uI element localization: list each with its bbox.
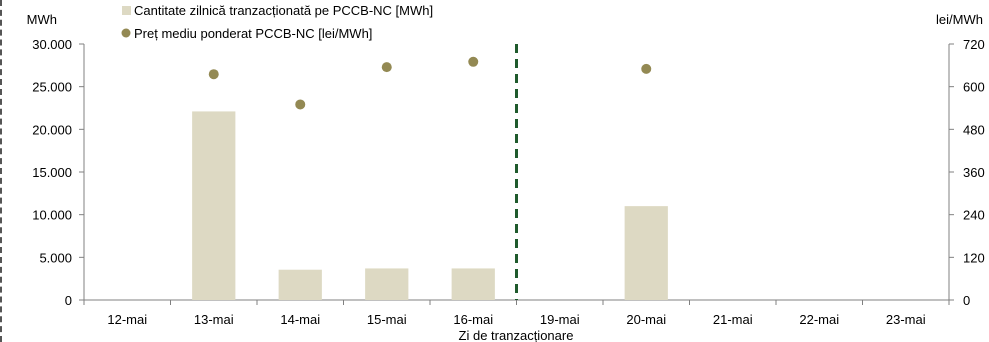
scatter-series [208, 56, 652, 110]
x-tick-label: 20-mai [626, 312, 666, 327]
left-tick-label: 5.000 [39, 250, 72, 265]
x-axis: 12-mai 13-mai 14-mai 15-mai 16-mai 19-mai 20-m… [83, 299, 950, 327]
right-tick-label: 120 [963, 250, 985, 265]
left-tick-label: 25.000 [32, 80, 72, 95]
price-point [468, 56, 479, 67]
legend-label-quantity: Cantitate zilnică tranzacționată pe PCCB… [134, 3, 433, 18]
bar [192, 111, 236, 300]
bar [451, 268, 495, 300]
right-tick-label: 600 [963, 80, 985, 95]
legend: Cantitate zilnică tranzacționată pe PCCB… [121, 3, 433, 41]
legend-label-price: Preț mediu ponderat PCCB-NC [lei/MWh] [134, 26, 372, 41]
bar-series [192, 111, 668, 300]
bar [365, 268, 409, 300]
x-axis-title: Zi de tranzacționare [459, 328, 574, 342]
bar [624, 206, 668, 300]
right-axis-unit: lei/MWh [936, 12, 983, 27]
left-tick-label: 20.000 [32, 122, 72, 137]
right-tick-label: 360 [963, 165, 985, 180]
right-tick-label: 240 [963, 208, 985, 223]
x-tick-label: 19-mai [540, 312, 580, 327]
price-point [208, 69, 219, 80]
bar [278, 269, 322, 300]
left-tick-label: 0 [65, 293, 72, 308]
x-tick-label: 23-mai [886, 312, 926, 327]
price-point [381, 62, 392, 73]
x-tick-label: 13-mai [194, 312, 234, 327]
right-tick-label: 0 [963, 293, 970, 308]
price-point [641, 63, 652, 74]
right-tick-label: 720 [963, 37, 985, 52]
x-tick-label: 15-mai [367, 312, 407, 327]
legend-marker-price [121, 28, 131, 38]
left-axis-unit: MWh [27, 12, 57, 27]
left-axis: 0 5.000 10.000 15.000 20.000 25.000 30.000 [32, 37, 85, 308]
left-tick-label: 10.000 [32, 208, 72, 223]
left-tick-label: 15.000 [32, 165, 72, 180]
left-tick-label: 30.000 [32, 37, 72, 52]
right-tick-label: 480 [963, 122, 985, 137]
x-tick-label: 16-mai [453, 312, 493, 327]
left-edge-dashes [0, 0, 2, 342]
x-tick-label: 21-mai [713, 312, 753, 327]
right-axis: 0 120 240 360 480 600 720 [948, 37, 985, 308]
price-point [295, 99, 306, 110]
x-tick-label: 12-mai [107, 312, 147, 327]
x-tick-label: 14-mai [280, 312, 320, 327]
legend-swatch-quantity [122, 6, 131, 15]
x-tick-label: 22-mai [799, 312, 839, 327]
